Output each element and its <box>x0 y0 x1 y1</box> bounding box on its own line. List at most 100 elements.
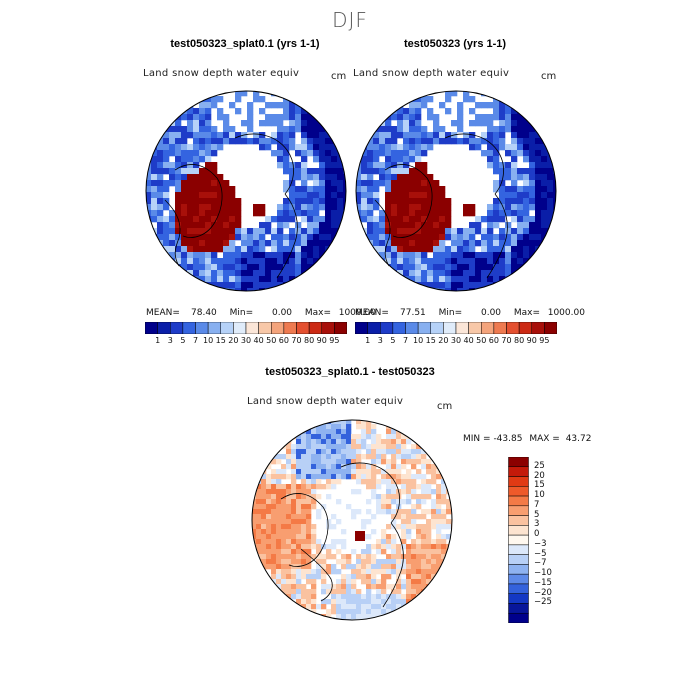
cb1-tick-3: 7 <box>192 336 199 345</box>
cb2-swatch-0 <box>355 322 368 334</box>
cb1-tick-12: 80 <box>304 336 315 345</box>
cb3-tick-1: 20 <box>534 470 545 481</box>
panel-3-max-label: MAX = <box>529 434 560 444</box>
p3-field <box>252 420 452 620</box>
cb2-swatch-12 <box>506 322 520 334</box>
panel-1-map <box>145 90 347 292</box>
cb2-tick-7: 30 <box>450 336 462 345</box>
cb1-swatch-6 <box>220 322 234 334</box>
cb2-swatch-3 <box>392 322 406 334</box>
cb2-swatch-14 <box>531 322 545 334</box>
panel-1-mean: 78.40 <box>191 308 217 318</box>
panel-2-min: 0.00 <box>480 308 502 318</box>
season-title: DJF <box>332 8 368 32</box>
panel-2-mean-label: MEAN= <box>355 308 389 318</box>
cb1-swatch-12 <box>296 322 310 334</box>
cb1-swatch-10 <box>271 322 285 334</box>
cb2-swatch-11 <box>493 322 507 334</box>
panel-3-colorbar <box>508 457 529 623</box>
p3-boundary <box>251 419 453 621</box>
cb2-tick-10: 60 <box>488 336 499 345</box>
cb3-tick-9: −5 <box>534 548 547 559</box>
cb2-tick-9: 50 <box>476 336 487 345</box>
cb3-tick-3: 10 <box>534 490 545 501</box>
cb2-tick-11: 70 <box>501 336 512 345</box>
panel-2-max-label: Max= <box>513 308 541 318</box>
cb3-swatch-15 <box>508 603 529 614</box>
cb1-tick-2: 5 <box>180 336 186 345</box>
cb3-swatch-3 <box>508 486 529 497</box>
panel-3-min: -43.85 <box>493 434 523 444</box>
cb1-tick-4: 10 <box>203 336 214 345</box>
cb3-tick-12: −15 <box>534 577 552 588</box>
cb1-tick-13: 90 <box>316 336 327 345</box>
cb3-swatch-0 <box>508 457 529 468</box>
panel-2-stats: MEAN= 77.51 Min= 0.00 Max= 1000.00 <box>355 308 585 318</box>
cb3-swatch-14 <box>508 593 529 604</box>
cb1-swatch-14 <box>321 322 335 334</box>
cb3-tick-11: −10 <box>534 568 552 579</box>
cb1-swatch-0 <box>145 322 158 334</box>
p1-coastlines <box>164 133 298 279</box>
cb1-tick-9: 50 <box>266 336 277 345</box>
cb1-tick-11: 70 <box>291 336 302 345</box>
panel-3-min-label: MIN = <box>463 434 491 444</box>
cb3-swatch-12 <box>508 573 529 585</box>
cb2-swatch-2 <box>380 322 394 334</box>
cb2-swatch-5 <box>417 322 431 334</box>
panel-3-variable: Land snow depth water equiv <box>247 396 404 407</box>
cb2-swatch-13 <box>518 322 532 334</box>
panel-2-colorbar <box>355 322 557 334</box>
panel-3-title: test050323_splat0.1 - test050323 <box>265 366 435 378</box>
cb1-swatch-7 <box>233 322 247 334</box>
cb2-tick-4: 10 <box>413 336 424 345</box>
cb3-tick-2: 15 <box>534 480 545 491</box>
cb3-swatch-1 <box>508 466 529 477</box>
cb3-swatch-9 <box>508 544 529 555</box>
panel-2-mean: 77.51 <box>400 308 426 318</box>
cb3-swatch-5 <box>508 505 529 516</box>
panel-1-title: test050323_splat0.1 (yrs 1-1) <box>170 38 320 50</box>
panel-2-variable: Land snow depth water equiv <box>353 68 510 79</box>
cb1-swatch-15 <box>334 322 347 334</box>
cb1-swatch-5 <box>207 322 221 334</box>
cb2-tick-8: 40 <box>463 336 474 345</box>
cb3-tick-10: −7 <box>534 558 547 569</box>
cb3-tick-4: 7 <box>534 499 540 510</box>
cb2-tick-2: 5 <box>390 336 396 345</box>
panel-2-units: cm <box>541 71 557 82</box>
cb1-swatch-4 <box>195 322 209 334</box>
cb1-tick-14: 95 <box>329 336 340 345</box>
cb1-tick-0: 1 <box>155 336 161 345</box>
cb3-swatch-6 <box>508 515 529 526</box>
p1-boundary <box>145 90 347 292</box>
cb2-tick-13: 90 <box>526 336 537 345</box>
cb3-tick-13: −20 <box>534 587 552 598</box>
cb2-swatch-6 <box>430 322 444 334</box>
cb1-tick-1: 3 <box>167 336 173 345</box>
cb2-tick-5: 15 <box>425 336 436 345</box>
cb2-tick-3: 7 <box>402 336 409 345</box>
cb3-tick-7: 0 <box>534 529 540 540</box>
panel-2-max: 1000.00 <box>547 308 585 318</box>
cb2-swatch-9 <box>468 322 482 334</box>
cb1-tick-5: 15 <box>215 336 226 345</box>
cb2-swatch-1 <box>367 322 381 334</box>
panel-1-stats: MEAN= 78.40 Min= 0.00 Max= 1000.00 <box>146 308 376 318</box>
cb2-tick-12: 80 <box>514 336 525 345</box>
cb1-swatch-13 <box>308 322 322 334</box>
cb3-swatch-2 <box>508 476 529 487</box>
p2-coastlines <box>374 133 508 279</box>
panel-1-colorbar <box>145 322 347 334</box>
cb2-swatch-7 <box>443 322 457 334</box>
panel-3-map <box>251 419 453 621</box>
cb2-swatch-15 <box>544 322 557 334</box>
cb3-tick-8: −3 <box>534 538 547 549</box>
cb2-tick-1: 3 <box>377 336 383 345</box>
cb2-swatch-8 <box>455 322 469 334</box>
panel-3-units: cm <box>437 401 453 412</box>
cb1-swatch-11 <box>283 322 297 334</box>
panel-1-max-label: Max= <box>304 308 332 318</box>
cb2-tick-0: 1 <box>365 336 371 345</box>
p3-coastlines <box>280 462 404 608</box>
